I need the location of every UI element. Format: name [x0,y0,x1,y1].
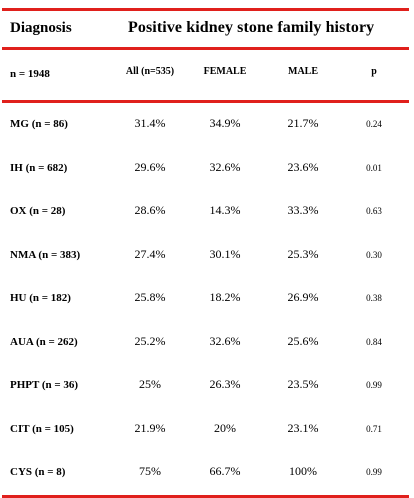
row-male-value: 25.3% [287,246,319,261]
row-diagnosis: CYS (n = 8) [10,466,66,478]
row-male-value: 21.7% [287,116,319,130]
n-total-label: n = 1948 [10,68,50,80]
row-p-value: 0.63 [366,206,382,216]
row-all-value: 31.4% [134,116,166,130]
row-diagnosis: NMA (n = 383) [10,248,81,261]
col-header-all: All (n=535) [125,66,175,77]
diagnosis-header: Diagnosis [10,20,72,36]
row-male-value: 23.5% [287,377,319,391]
row-female-value: 32.6% [209,333,241,348]
row-male-value: 26.9% [287,290,319,304]
row-male-value: 23.1% [287,420,319,435]
table-row: AUA (n = 262) 25.2% 32.6% 25.6% 0.84 [2,321,409,365]
row-p-value: 0.99 [366,380,382,390]
row-diagnosis: PHPT (n = 36) [10,379,79,391]
row-p-value: 0.24 [366,119,382,129]
row-diagnosis: HU (n = 182) [10,292,71,304]
header-row: Diagnosis Positive kidney stone family h… [2,11,409,47]
row-male-value: 33.3% [287,203,319,217]
table-row: OX (n = 28) 28.6% 14.3% 33.3% 0.63 [2,190,409,234]
row-diagnosis: IH (n = 682) [10,161,68,174]
header-rule [2,47,409,50]
row-p-value: 0.99 [366,467,382,477]
top-rule [2,8,409,11]
row-male-value: 100% [289,464,317,478]
row-male-value: 25.6% [287,333,319,348]
row-all-value: 25.2% [134,333,166,348]
row-all-value: 25% [139,377,161,391]
row-all-value: 28.6% [134,203,166,217]
table-row: HU (n = 182) 25.8% 18.2% 26.9% 0.38 [2,277,409,321]
table-row: CYS (n = 8) 75% 66.7% 100% 0.99 [2,451,409,495]
row-all-value: 25.8% [134,290,166,304]
row-diagnosis: OX (n = 28) [10,205,66,217]
col-header-p: p [371,66,377,77]
group-header: Positive kidney stone family history [128,19,375,36]
row-all-value: 29.6% [134,159,166,174]
row-female-value: 32.6% [209,159,241,174]
subheader-row: n = 1948 All (n=535) FEMALE MALE p [2,50,409,100]
table-row: IH (n = 682) 29.6% 32.6% 23.6% 0.01 [2,147,409,191]
row-all-value: 75% [139,464,161,478]
table-row: NMA (n = 383) 27.4% 30.1% 25.3% 0.30 [2,234,409,278]
row-p-value: 0.30 [366,249,382,260]
row-female-value: 26.3% [209,377,241,391]
table-row: CIT (n = 105) 21.9% 20% 23.1% 0.71 [2,408,409,452]
row-male-value: 23.6% [287,159,319,174]
row-female-value: 20% [214,420,236,435]
col-header-male: MALE [288,66,318,77]
row-female-value: 30.1% [209,246,241,261]
row-diagnosis: AUA (n = 262) [10,335,78,348]
table-row: MG (n = 86) 31.4% 34.9% 21.7% 0.24 [2,103,409,147]
row-p-value: 0.01 [366,162,382,173]
table-body: MG (n = 86) 31.4% 34.9% 21.7% 0.24 IH (n… [2,103,409,495]
row-female-value: 14.3% [209,203,241,217]
row-p-value: 0.71 [366,423,382,434]
row-diagnosis: MG (n = 86) [10,118,68,130]
row-p-value: 0.38 [366,293,382,303]
row-all-value: 27.4% [134,246,166,261]
row-p-value: 0.84 [366,336,382,347]
col-header-female: FEMALE [203,66,247,77]
row-female-value: 18.2% [209,290,241,304]
row-all-value: 21.9% [134,420,166,435]
row-female-value: 34.9% [209,116,241,130]
row-diagnosis: CIT (n = 105) [10,422,74,435]
row-female-value: 66.7% [209,464,241,478]
family-history-table: Diagnosis Positive kidney stone family h… [2,8,409,498]
subheader-rule [2,100,409,103]
bottom-rule [2,494,409,498]
table-row: PHPT (n = 36) 25% 26.3% 23.5% 0.99 [2,364,409,408]
